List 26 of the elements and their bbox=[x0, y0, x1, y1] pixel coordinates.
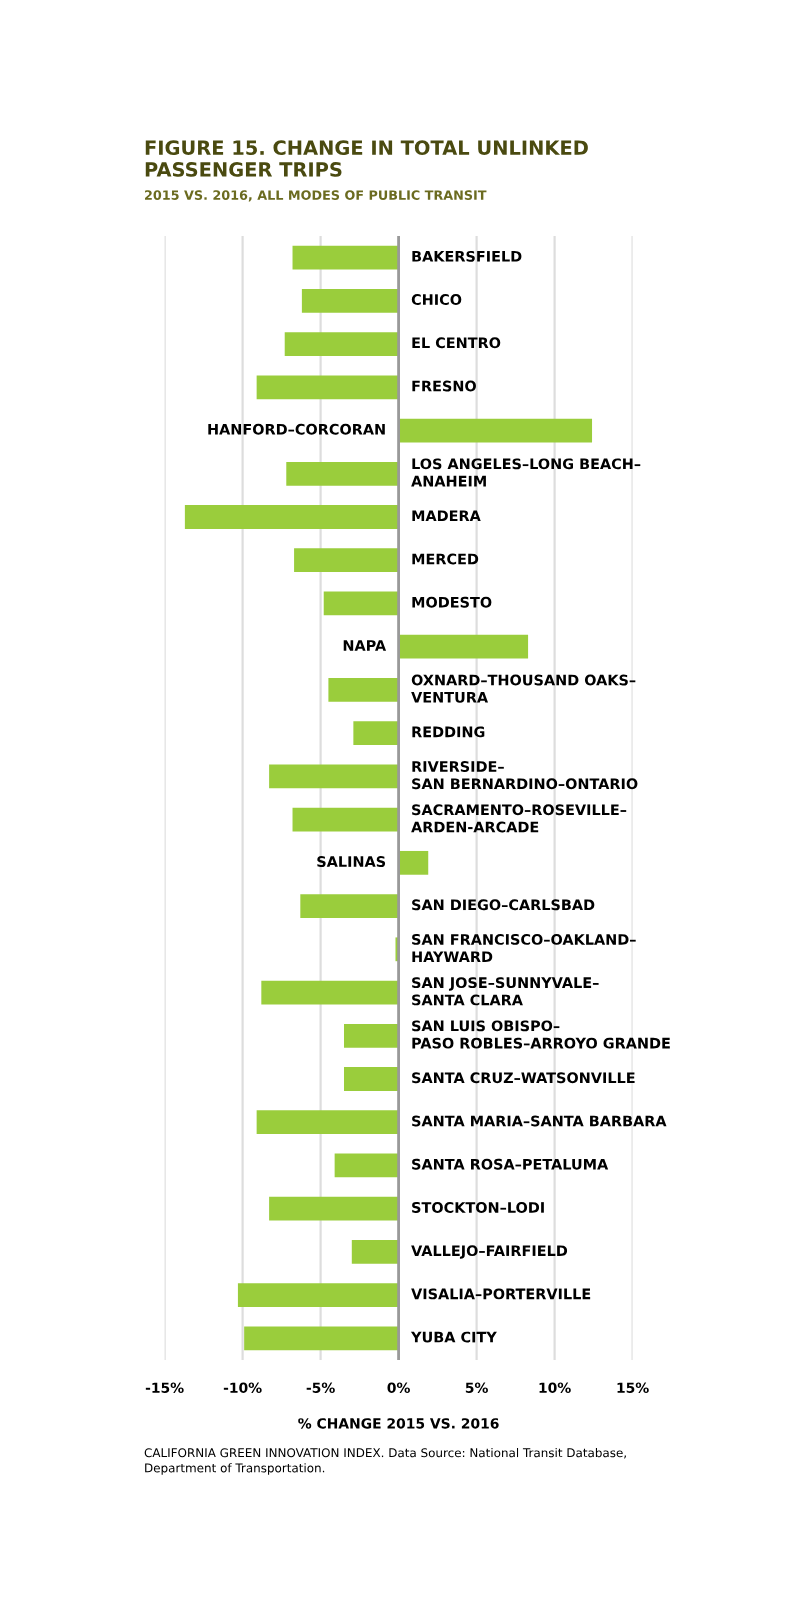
bar bbox=[351, 1240, 399, 1264]
bar bbox=[237, 1283, 399, 1308]
chart-title: FIGURE 15. CHANGE IN TOTAL UNLINKED PASSENGER TRIPS bbox=[145, 140, 588, 177]
bar bbox=[294, 548, 399, 573]
bar bbox=[269, 764, 399, 789]
bar bbox=[300, 894, 399, 918]
bar bbox=[292, 245, 399, 270]
bar bbox=[286, 461, 399, 486]
bar bbox=[344, 1023, 399, 1048]
bar bbox=[323, 591, 399, 616]
bar bbox=[256, 1110, 399, 1135]
bar bbox=[334, 1153, 399, 1178]
bar bbox=[261, 980, 399, 1005]
bar bbox=[269, 1196, 399, 1221]
bar bbox=[256, 375, 399, 400]
bar bbox=[398, 634, 529, 659]
bar bbox=[344, 1067, 399, 1091]
bar bbox=[284, 332, 399, 356]
bar bbox=[292, 807, 399, 832]
bar bbox=[184, 505, 399, 529]
bar bbox=[398, 850, 429, 875]
bar bbox=[353, 721, 399, 746]
bar bbox=[244, 1326, 399, 1351]
bar bbox=[328, 678, 399, 702]
bar bbox=[301, 288, 399, 313]
bar bbox=[398, 418, 593, 443]
